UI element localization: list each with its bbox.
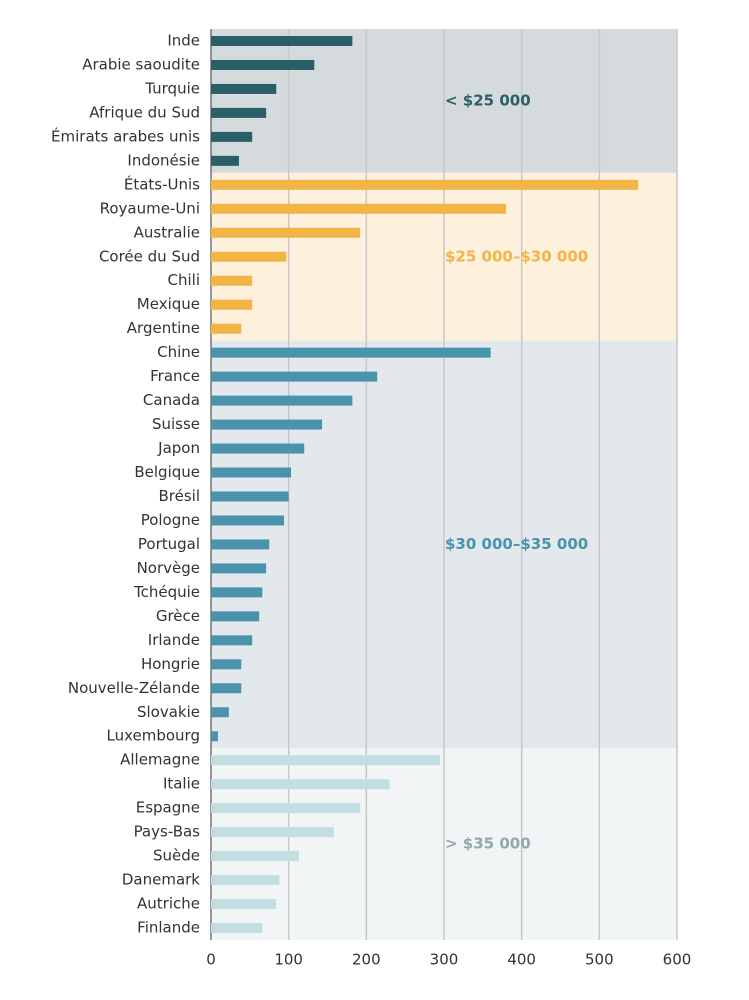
y-tick-label: France: [150, 367, 200, 385]
y-tick-label: Slovakie: [137, 703, 200, 721]
bar: [211, 251, 287, 262]
y-tick-label: Luxembourg: [107, 727, 201, 745]
x-tick-label: 300: [430, 951, 459, 969]
y-tick-label: Turquie: [144, 79, 200, 97]
bar: [211, 803, 361, 814]
bar: [211, 539, 270, 550]
bar: [211, 515, 285, 526]
y-tick-label: Grèce: [156, 607, 200, 625]
bar: [211, 851, 299, 862]
y-tick-label: Inde: [167, 31, 200, 49]
bar: [211, 683, 242, 694]
y-tick-label: Belgique: [134, 463, 200, 481]
y-tick-label: Chine: [157, 343, 200, 361]
bar: [211, 587, 263, 598]
bar: [211, 731, 218, 742]
bar: [211, 227, 361, 238]
y-tick-label: Danemark: [122, 871, 200, 889]
group-label: > $35 000: [445, 835, 531, 853]
y-tick-label: Norvège: [137, 559, 200, 577]
y-tick-label: Suède: [153, 847, 200, 865]
x-tick-label: 500: [585, 951, 614, 969]
y-tick-label: Italie: [163, 775, 200, 793]
y-tick-label: Finlande: [137, 919, 200, 937]
group-label: $30 000–$35 000: [445, 535, 588, 553]
bar: [211, 899, 277, 910]
y-tick-label: Brésil: [158, 487, 200, 505]
bar: [211, 755, 441, 766]
y-tick-label: Suisse: [152, 415, 200, 433]
y-tick-label: Mexique: [137, 295, 200, 313]
x-tick-label: 200: [352, 951, 381, 969]
bar: [211, 611, 260, 622]
y-tick-label: États-Unis: [124, 174, 200, 193]
y-tick-label: Argentine: [127, 319, 200, 337]
bar: [211, 131, 253, 142]
y-tick-label: Autriche: [137, 895, 200, 913]
y-tick-label: Canada: [143, 391, 200, 409]
bar: [211, 155, 239, 166]
y-tick-label: Pays-Bas: [134, 823, 201, 841]
bar: [211, 443, 305, 454]
y-tick-label: Corée du Sud: [99, 247, 200, 265]
bar: [211, 179, 639, 190]
y-tick-label: Indonésie: [127, 151, 200, 169]
y-tick-label: Pologne: [141, 511, 200, 529]
bar: [211, 83, 277, 94]
bar: [211, 275, 253, 286]
bar: [211, 923, 263, 934]
bar: [211, 59, 315, 70]
y-tick-label: Chili: [168, 271, 200, 289]
group-label: < $25 000: [445, 91, 531, 109]
bar: [211, 395, 353, 406]
bar: [211, 659, 242, 670]
x-tick-label: 100: [274, 951, 303, 969]
y-tick-label: Royaume-Uni: [100, 199, 200, 217]
bar: [211, 635, 253, 646]
y-tick-label: Arabie saoudite: [82, 55, 200, 73]
bar: [211, 563, 267, 574]
bar: [211, 347, 491, 358]
y-tick-label: Émirats arabes unis: [51, 126, 200, 145]
y-tick-label: Afrique du Sud: [89, 103, 200, 121]
y-tick-label: Australie: [134, 223, 200, 241]
bar: [211, 371, 378, 382]
y-tick-label: Tchéquie: [133, 583, 200, 601]
bar: [211, 827, 334, 838]
y-tick-label: Irlande: [148, 631, 200, 649]
y-tick-label: Portugal: [138, 535, 200, 553]
bar: [211, 491, 289, 502]
bar: [211, 779, 390, 790]
bar: [211, 107, 267, 118]
y-tick-label: Nouvelle-Zélande: [68, 679, 200, 697]
bar: [211, 323, 242, 334]
x-tick-label: 400: [507, 951, 536, 969]
x-tick-label: 600: [663, 951, 692, 969]
bar: [211, 467, 291, 478]
x-tick-label: 0: [206, 951, 216, 969]
y-tick-label: Espagne: [136, 799, 200, 817]
y-tick-label: Hongrie: [141, 655, 200, 673]
bar: [211, 707, 229, 718]
bar: [211, 299, 253, 310]
bar: [211, 35, 353, 46]
bar: [211, 203, 507, 214]
bar: [211, 875, 280, 886]
y-tick-label: Allemagne: [120, 751, 200, 769]
bar: [211, 419, 323, 430]
y-tick-label: Japon: [157, 439, 200, 457]
group-label: $25 000–$30 000: [445, 247, 588, 265]
